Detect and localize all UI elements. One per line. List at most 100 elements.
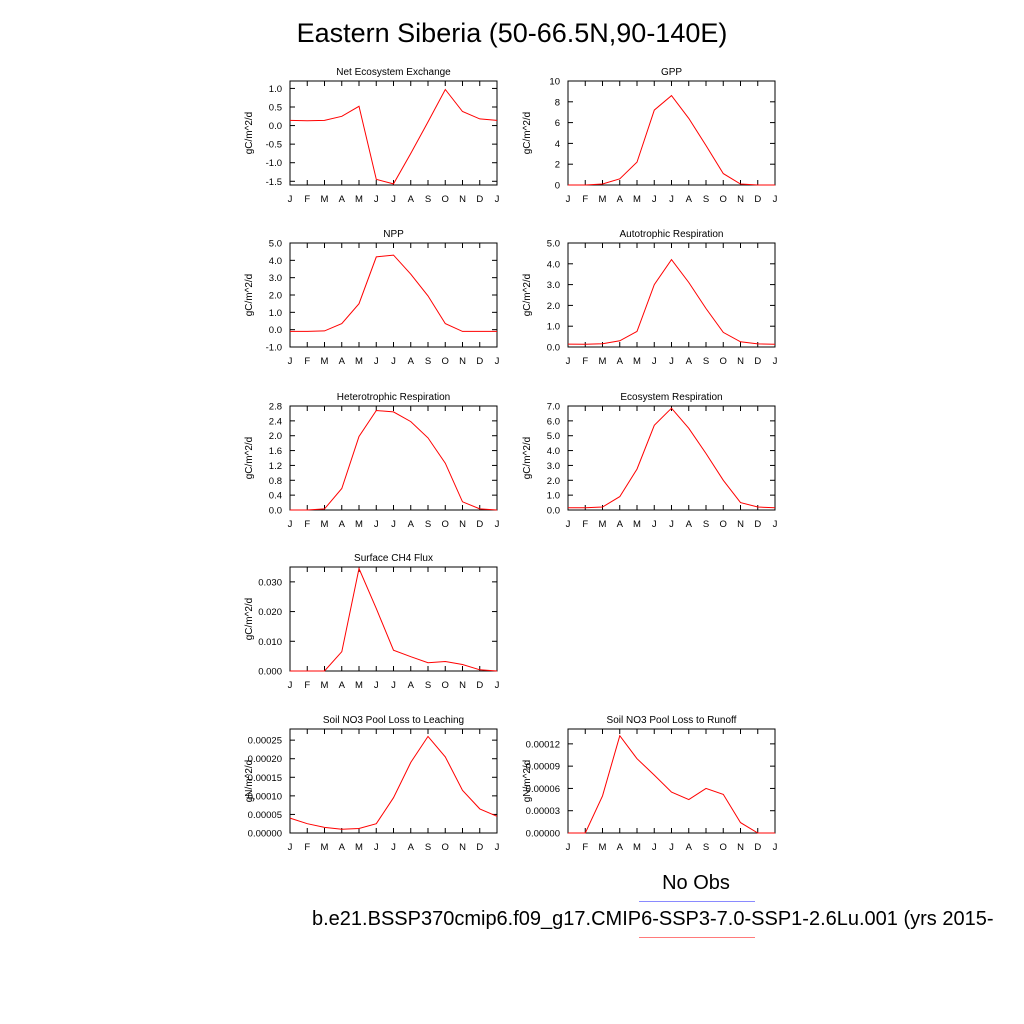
x-tick-label: J <box>391 842 396 853</box>
x-tick-label: N <box>459 356 466 367</box>
series-line <box>568 734 775 834</box>
x-tick-label: S <box>703 519 709 530</box>
x-tick-label: M <box>633 356 641 367</box>
x-tick-label: O <box>442 519 449 530</box>
x-tick-label: J <box>669 356 674 367</box>
y-tick-label: 5.0 <box>547 239 560 250</box>
y-tick-label: 6.0 <box>547 416 560 427</box>
x-tick-label: O <box>442 356 449 367</box>
x-tick-label: O <box>720 842 727 853</box>
x-tick-label: A <box>686 842 693 853</box>
x-tick-label: A <box>339 356 346 367</box>
x-tick-label: S <box>703 842 709 853</box>
y-tick-label: 4 <box>555 139 560 150</box>
y-tick-label: 1.0 <box>547 491 560 502</box>
y-axis-label: gC/m^2/d <box>522 112 533 155</box>
y-tick-label: 5.0 <box>269 239 282 250</box>
legend-obs-label: No Obs <box>662 872 730 894</box>
x-tick-label: A <box>408 680 415 691</box>
x-tick-label: J <box>374 842 379 853</box>
x-tick-label: N <box>459 680 466 691</box>
x-tick-label: D <box>754 842 761 853</box>
series-line <box>290 254 497 332</box>
x-tick-label: S <box>425 194 431 205</box>
x-tick-label: J <box>495 356 500 367</box>
x-tick-label: J <box>288 519 293 530</box>
series-line <box>568 407 776 509</box>
y-tick-label: 1.0 <box>269 308 282 319</box>
x-tick-label: J <box>391 519 396 530</box>
y-tick-label: 0.010 <box>258 637 282 648</box>
x-tick-label: A <box>408 194 415 205</box>
x-tick-label: S <box>425 842 431 853</box>
x-tick-label: F <box>582 842 588 853</box>
legend-case-line <box>639 937 755 938</box>
x-tick-label: D <box>754 194 761 205</box>
x-tick-label: D <box>754 356 761 367</box>
x-tick-label: A <box>408 356 415 367</box>
x-tick-label: D <box>476 194 483 205</box>
series-line <box>289 735 498 830</box>
x-tick-label: J <box>288 356 293 367</box>
x-tick-label: J <box>495 194 500 205</box>
y-tick-label: 2.0 <box>547 476 560 487</box>
x-tick-label: M <box>633 842 641 853</box>
x-tick-label: J <box>652 519 657 530</box>
x-tick-label: S <box>425 680 431 691</box>
y-tick-label: 5.0 <box>547 431 560 442</box>
x-tick-label: N <box>737 356 744 367</box>
series-line <box>567 258 776 345</box>
x-tick-label: O <box>720 519 727 530</box>
x-tick-label: M <box>599 356 607 367</box>
y-tick-label: 0.00000 <box>248 829 282 840</box>
y-tick-label: 0.00005 <box>248 810 282 821</box>
y-axis-label: gC/m^2/d <box>244 112 255 155</box>
x-tick-label: F <box>304 519 310 530</box>
x-tick-label: J <box>566 356 571 367</box>
series-line <box>568 94 775 186</box>
y-axis-label: gN/m^2/d <box>244 760 255 803</box>
y-tick-label: 0.00000 <box>526 829 560 840</box>
y-tick-label: 0.00020 <box>248 754 282 765</box>
x-tick-label: J <box>374 356 379 367</box>
x-tick-label: J <box>374 194 379 205</box>
x-tick-label: S <box>703 356 709 367</box>
x-tick-label: J <box>374 680 379 691</box>
x-tick-label: M <box>599 842 607 853</box>
x-tick-label: O <box>720 356 727 367</box>
plot-frame <box>289 728 498 834</box>
x-tick-label: F <box>582 356 588 367</box>
series-line <box>289 88 498 185</box>
y-tick-label: 8 <box>555 97 560 108</box>
y-tick-label: 4.0 <box>547 259 560 270</box>
chart-title: Ecosystem Respiration <box>620 392 722 403</box>
y-tick-label: -1.5 <box>266 177 282 188</box>
x-tick-label: D <box>476 356 483 367</box>
x-tick-label: J <box>652 356 657 367</box>
y-tick-label: 0.00006 <box>526 784 560 795</box>
x-tick-label: J <box>669 842 674 853</box>
x-tick-label: J <box>669 519 674 530</box>
y-tick-label: 0.00012 <box>526 739 560 750</box>
x-tick-label: M <box>633 519 641 530</box>
x-tick-label: F <box>304 356 310 367</box>
x-tick-label: N <box>737 842 744 853</box>
y-tick-label: 2.0 <box>269 431 282 442</box>
series-line <box>290 409 498 511</box>
page-title: Eastern Siberia (50-66.5N,90-140E) <box>296 18 728 48</box>
legend-obs-line <box>639 901 755 902</box>
chart-title: Soil NO3 Pool Loss to Runoff <box>607 715 737 726</box>
x-tick-label: A <box>686 519 693 530</box>
x-tick-label: O <box>442 680 449 691</box>
x-tick-label: N <box>459 519 466 530</box>
x-tick-label: N <box>459 842 466 853</box>
x-tick-label: J <box>288 194 293 205</box>
chart-title: Autotrophic Respiration <box>620 229 724 240</box>
x-tick-label: M <box>599 519 607 530</box>
y-tick-label: 0.020 <box>258 607 282 618</box>
x-tick-label: J <box>288 842 293 853</box>
x-tick-label: J <box>566 842 571 853</box>
x-tick-label: A <box>617 842 624 853</box>
